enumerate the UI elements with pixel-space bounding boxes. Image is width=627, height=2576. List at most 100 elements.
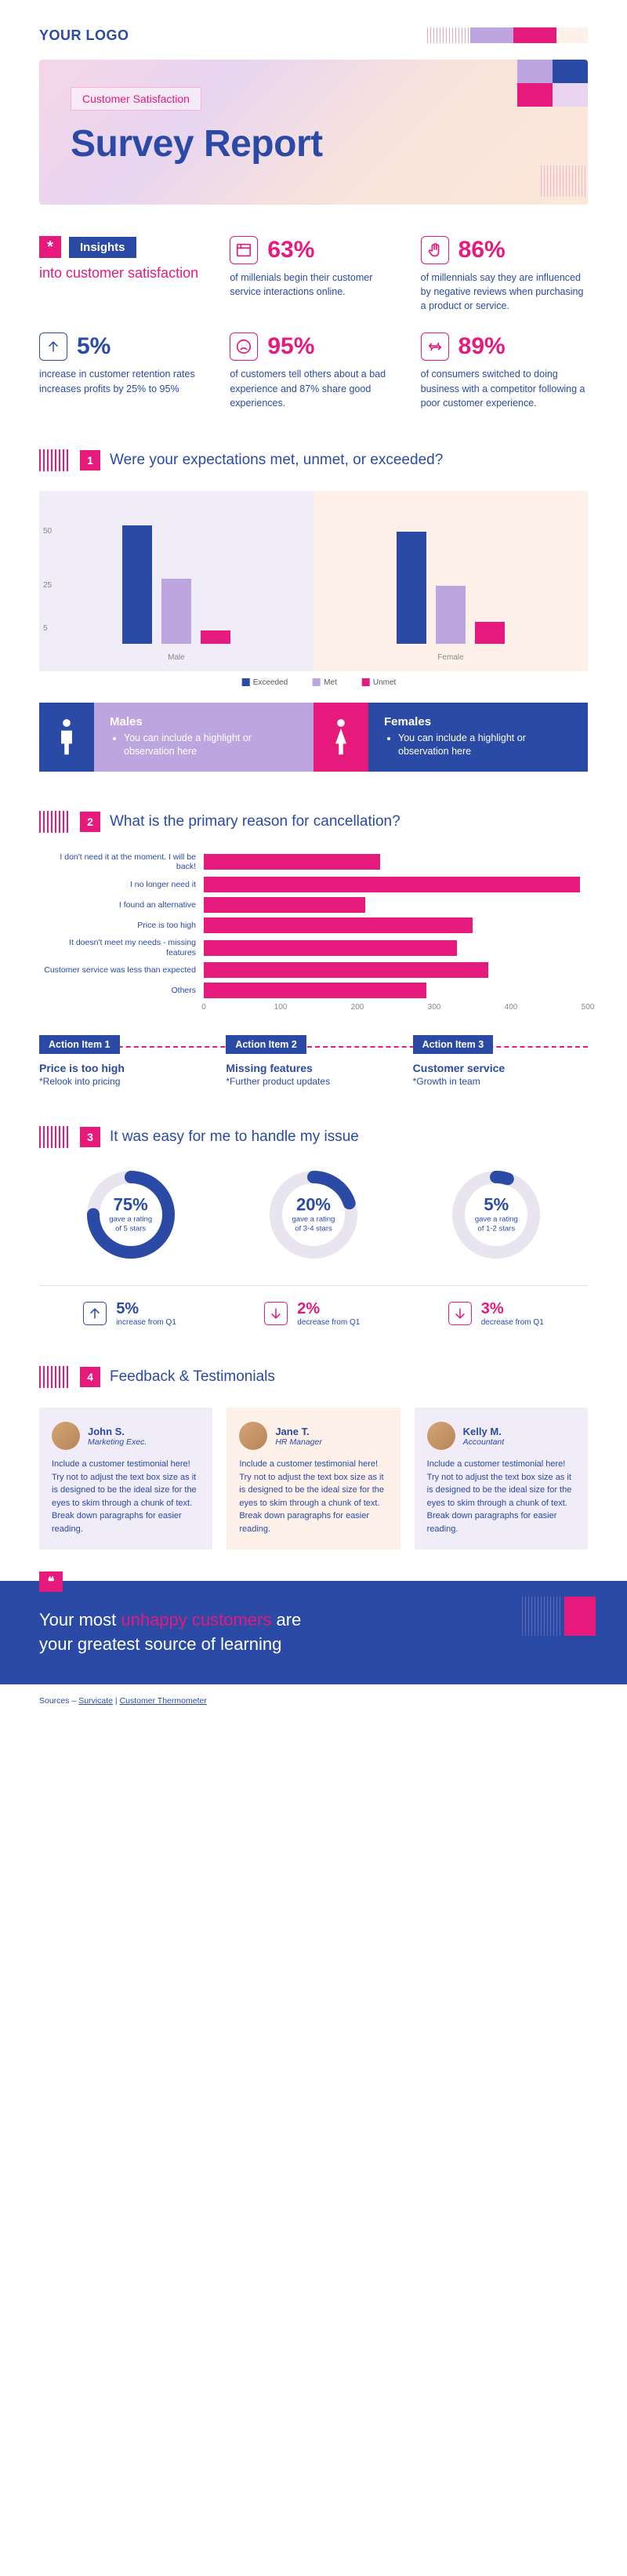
stat-card: 95% of customers tell others about a bad … <box>230 332 397 409</box>
avatar <box>52 1422 80 1450</box>
stat-description: of millennials say they are influenced b… <box>421 271 588 313</box>
action-items-row: Action Item 1Price is too high*Relook in… <box>39 1035 588 1087</box>
chart-bar <box>436 586 466 644</box>
hbar-label: Price is too high <box>39 921 204 931</box>
testimonial-name: Kelly M. <box>463 1426 505 1437</box>
action-title: Price is too high <box>39 1062 214 1074</box>
stripe-decoration <box>39 449 71 471</box>
quote-block: ❝ Your most unhappy customers are your g… <box>0 1581 627 1684</box>
quote-text: Your most unhappy customers are your gre… <box>39 1608 447 1657</box>
hero-banner: Customer Satisfaction Survey Report <box>39 60 588 205</box>
insights-header: * Insights into customer satisfaction <box>39 236 206 313</box>
hbar-label: I found an alternative <box>39 900 204 910</box>
stat-card: 86%of millennials say they are influence… <box>421 236 588 313</box>
hbar-fill <box>204 897 365 913</box>
hbar-row: Customer service was less than expected <box>39 962 588 978</box>
hbar-fill <box>204 877 580 892</box>
hbar-row: Others <box>39 983 588 998</box>
testimonial-card: John S.Marketing Exec. Include a customer… <box>39 1408 212 1550</box>
action-title: Missing features <box>226 1062 400 1074</box>
hbar-row: I found an alternative <box>39 897 588 913</box>
action-desc: *Further product updates <box>226 1076 400 1087</box>
stat-value: 63% <box>267 237 314 263</box>
avatar <box>239 1422 267 1450</box>
delta-item: 5%increase from Q1 <box>83 1300 176 1327</box>
q2-text: What is the primary reason for cancellat… <box>110 813 400 830</box>
testimonial-name: Jane T. <box>275 1426 322 1437</box>
stripe-decoration <box>39 1126 71 1148</box>
hero-tag: Customer Satisfaction <box>71 87 201 111</box>
asterisk-icon: * <box>39 236 61 258</box>
testimonial-body: Include a customer testimonial here! Try… <box>239 1458 387 1535</box>
testimonial-role: Marketing Exec. <box>88 1437 147 1447</box>
quote-icon: ❝ <box>39 1571 63 1592</box>
delta-text: decrease from Q1 <box>481 1318 544 1327</box>
delta-item: 3%decrease from Q1 <box>448 1300 544 1327</box>
stat-card: 63% of millenials begin their customer se… <box>230 236 397 313</box>
hbar-row: I don't need it at the moment. I will be… <box>39 852 588 872</box>
q3-text: It was easy for me to handle my issue <box>110 1128 359 1146</box>
testimonial-body: Include a customer testimonial here! Try… <box>52 1458 200 1535</box>
rating-donuts: 75%gave a ratingof 5 stars 20%gave a rati… <box>39 1168 588 1266</box>
action-item: Action Item 3Customer service*Growth in … <box>413 1035 588 1087</box>
donut-percent: 5% <box>475 1195 518 1215</box>
stat-description: of customers tell others about a bad exp… <box>230 367 397 409</box>
donut-item: 75%gave a ratingof 5 stars <box>84 1168 178 1266</box>
action-desc: *Growth in team <box>413 1076 588 1087</box>
stripe-decoration <box>39 1366 71 1388</box>
stat-description: of millenials begin their customer servi… <box>230 271 397 299</box>
stat-card: 5% increase in customer retention rates i… <box>39 332 206 409</box>
delta-item: 2%decrease from Q1 <box>264 1300 360 1327</box>
q4-number: 4 <box>80 1367 100 1387</box>
testimonial-role: Accountant <box>463 1437 505 1447</box>
hero-title: Survey Report <box>71 122 556 165</box>
donut-item: 20%gave a ratingof 3-4 stars <box>266 1168 361 1266</box>
source-link-1[interactable]: Survicate <box>78 1696 113 1706</box>
brand-logo: YOUR LOGO <box>39 27 129 44</box>
q1-number: 1 <box>80 450 100 471</box>
stat-value: 89% <box>458 333 506 360</box>
chart-bar <box>161 579 191 644</box>
donut-percent: 75% <box>109 1195 152 1215</box>
stat-value: 5% <box>77 333 111 360</box>
insights-subtitle: into customer satisfaction <box>39 264 206 282</box>
header-decoration <box>427 27 588 43</box>
insights-grid: * Insights into customer satisfaction 63… <box>39 236 588 410</box>
hbar-label: Customer service was less than expected <box>39 965 204 976</box>
testimonial-role: HR Manager <box>275 1437 322 1447</box>
testimonial-card: Kelly M.Accountant Include a customer tes… <box>415 1408 588 1550</box>
chart-bar <box>397 532 426 644</box>
stat-card: 89% of consumers switched to doing busine… <box>421 332 588 409</box>
stat-value: 95% <box>267 333 314 360</box>
testimonial-body: Include a customer testimonial here! Try… <box>427 1458 575 1535</box>
q2-header: 2 What is the primary reason for cancell… <box>39 811 588 833</box>
chart-bar <box>475 622 505 644</box>
callout-title: Males <box>110 715 298 728</box>
testimonials-row: John S.Marketing Exec. Include a customer… <box>39 1408 588 1550</box>
action-item: Action Item 2Missing features*Further pr… <box>226 1035 400 1087</box>
q1-text: Were your expectations met, unmet, or ex… <box>110 452 443 469</box>
action-item: Action Item 1Price is too high*Relook in… <box>39 1035 214 1087</box>
q4-header: 4 Feedback & Testimonials <box>39 1366 588 1388</box>
gender-callout: FemalesYou can include a highlight or ob… <box>314 703 588 772</box>
insights-label: Insights <box>69 237 136 258</box>
stat-description: increase in customer retention rates inc… <box>39 367 206 395</box>
delta-value: 5% <box>116 1300 176 1318</box>
gender-callout: MalesYou can include a highlight or obse… <box>39 703 314 772</box>
callout-title: Females <box>384 715 572 728</box>
arrow-down-icon <box>264 1302 288 1325</box>
hbar-label: I no longer need it <box>39 880 204 890</box>
testimonial-name: John S. <box>88 1426 147 1437</box>
sources-line: Sources – Survicate | Customer Thermomet… <box>39 1684 588 1717</box>
chart-legend: ExceededMetUnmet <box>231 678 397 687</box>
arrow-up-icon <box>83 1302 107 1325</box>
source-link-2[interactable]: Customer Thermometer <box>120 1696 207 1706</box>
donut-item: 5%gave a ratingof 1-2 stars <box>449 1168 543 1266</box>
browser-icon <box>230 236 258 264</box>
delta-text: decrease from Q1 <box>297 1318 360 1327</box>
q1-header: 1 Were your expectations met, unmet, or … <box>39 449 588 471</box>
delta-value: 3% <box>481 1300 544 1318</box>
stat-description: of consumers switched to doing business … <box>421 367 588 409</box>
hbar-fill <box>204 917 473 933</box>
hbar-fill <box>204 940 457 956</box>
